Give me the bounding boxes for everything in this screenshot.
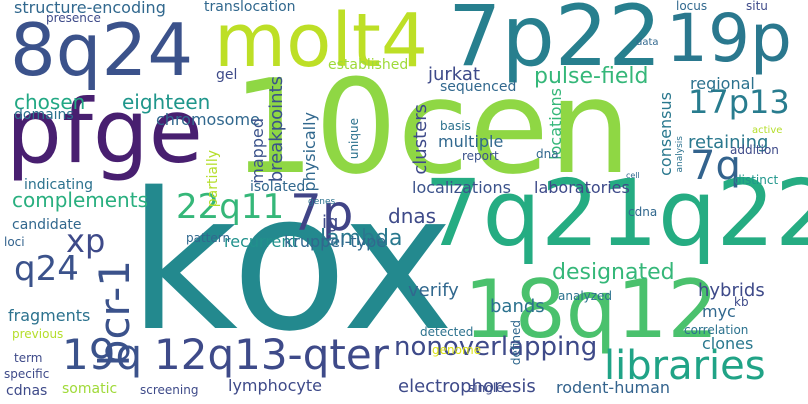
word-sequenced: sequenced [440,79,517,95]
word-fragments: fragments [8,306,91,325]
word-rodent-human: rodent-human [556,378,671,397]
word-situ: situ [746,0,768,13]
word-10cen: 10cen [232,51,632,203]
word-established: established [328,57,409,73]
word-dnas: dnas [388,204,437,228]
word-electrophoresis: electrophoresis [398,376,536,397]
word-kox: kox [128,152,455,373]
word-report: report [462,149,499,163]
word-chosen: chosen [14,90,86,114]
word-pfge: pfge [6,80,203,183]
word-nonoverlapping: nonoverlapping [394,332,598,362]
word-structure-encoding: structure-encoding [14,0,166,17]
word-locus: locus [676,0,708,13]
word-partially: partially [205,150,221,208]
word-7q21q22: 7q21q22 [424,160,808,267]
word-specific: specific [4,367,50,381]
word-consensus: consensus [656,92,675,176]
word-correlation: correlation [684,323,749,337]
word-detected: detected [420,325,474,339]
word-distinct: distinct [734,173,779,187]
word-defined: defined [509,320,523,366]
word-17p13: 17p13 [688,83,790,121]
word-cdna: cdna [628,205,658,219]
word-retaining: retaining [688,132,769,153]
word-verify: verify [408,280,459,301]
word-data: data [636,37,659,48]
word-cell: cell [626,171,640,180]
word-eighteen: eighteen [122,90,211,114]
word-chromosome: chromosome [156,110,260,129]
word-19q: 19q [62,330,143,379]
word-term: term [14,351,43,365]
word-loci: loci [4,235,25,249]
word-isolated: isolated [250,179,306,195]
word-kb: kb [734,295,749,309]
word-indicating: indicating [24,177,93,193]
word-domains: domains [14,107,74,123]
word-presence: presence [46,11,101,25]
word-screening: screening [140,383,199,397]
word-genome: genome [432,343,482,357]
word-myc: myc [702,302,736,321]
word-pulse-field: pulse-field [534,64,649,89]
word-bands: bands [490,296,545,317]
word-lymphocyte: lymphocyte [228,376,322,395]
word-recurrent: recurrent [224,232,298,251]
word-analysis: analysis [675,136,685,173]
word-22q11: 22q11 [176,187,285,227]
word-8q24: 8q24 [10,8,194,92]
word-single: single [468,381,504,395]
word-active: active [752,125,783,136]
word-clusters: clusters [410,104,431,175]
word-multiple: multiple [438,132,504,151]
word-translocation: translocation [204,0,296,15]
word-hybrids: hybrids [698,280,765,301]
word-ig: ig [322,212,339,233]
word-18q12: 18q12 [464,263,719,356]
word-analyzed: analyzed [558,289,613,303]
word-regional: regional [690,74,755,93]
word-molt4: molt4 [214,0,429,84]
word-kruppel-type: kruppel-type [284,232,387,251]
word-basis: basis [440,119,471,133]
word-jurkat: jurkat [428,64,481,85]
word-somatic: somatic [62,381,118,397]
word-addition: addition [730,143,779,157]
word-unique: unique [347,118,361,160]
word-complements: complements [12,188,148,212]
word-lambda: lambda [320,226,403,251]
word-mapped: mapped [248,118,267,184]
word-libraries: libraries [604,343,766,389]
word-dna: dna [536,147,559,161]
word-gel: gel [216,67,238,83]
word-candidate: candidate [12,217,82,233]
word-xp: xp [66,222,106,260]
word-clones: clones [702,334,754,353]
word-genes: genes [308,197,336,207]
word-cdnas: cdnas [6,383,48,399]
word-7p22: 7p22 [448,0,662,85]
word-pattern: pattern [186,231,231,245]
word-previous: previous [12,327,64,341]
word-12q13-qter: 12q13-qter [154,330,389,379]
word-designated: designated [552,260,675,285]
word-localizations: localizations [412,178,511,197]
word-q24: q24 [14,249,79,289]
word-7q: 7q [690,143,741,189]
word-breakpoints: breakpoints [266,76,287,183]
word-laboratories: laboratories [534,178,630,197]
word-19p: 19p [666,0,792,77]
word-7p: 7p [290,184,354,242]
